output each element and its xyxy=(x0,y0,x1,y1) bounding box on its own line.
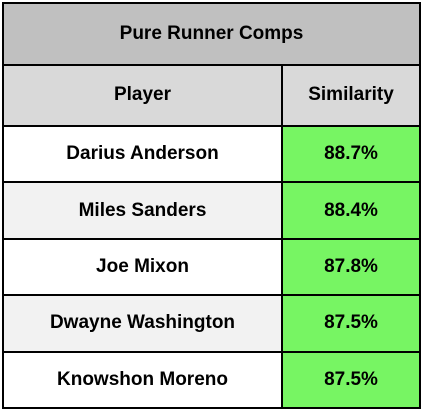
player-name: Joe Mixon xyxy=(2,237,283,297)
column-header-player: Player xyxy=(2,63,283,128)
table-title: Pure Runner Comps xyxy=(1,2,422,66)
column-header-similarity: Similarity xyxy=(280,63,422,128)
table-row: Knowshon Moreno 87.5% xyxy=(2,350,422,410)
similarity-value: 87.5% xyxy=(280,350,422,410)
table-row: Joe Mixon 87.8% xyxy=(2,237,422,297)
similarity-value: 87.8% xyxy=(280,237,422,297)
table-row: Darius Anderson 88.7% xyxy=(2,125,422,184)
similarity-value: 88.4% xyxy=(280,181,422,240)
title-row: Pure Runner Comps xyxy=(1,2,422,66)
header-row: Player Similarity xyxy=(2,63,422,128)
table-row: Miles Sanders 88.4% xyxy=(2,181,422,240)
table-row: Dwayne Washington 87.5% xyxy=(2,294,422,353)
player-name: Dwayne Washington xyxy=(2,294,283,353)
player-name: Knowshon Moreno xyxy=(2,350,283,410)
similarity-value: 88.7% xyxy=(280,125,422,184)
similarity-value: 87.5% xyxy=(280,294,422,353)
player-name: Darius Anderson xyxy=(2,125,283,184)
player-name: Miles Sanders xyxy=(2,181,283,240)
